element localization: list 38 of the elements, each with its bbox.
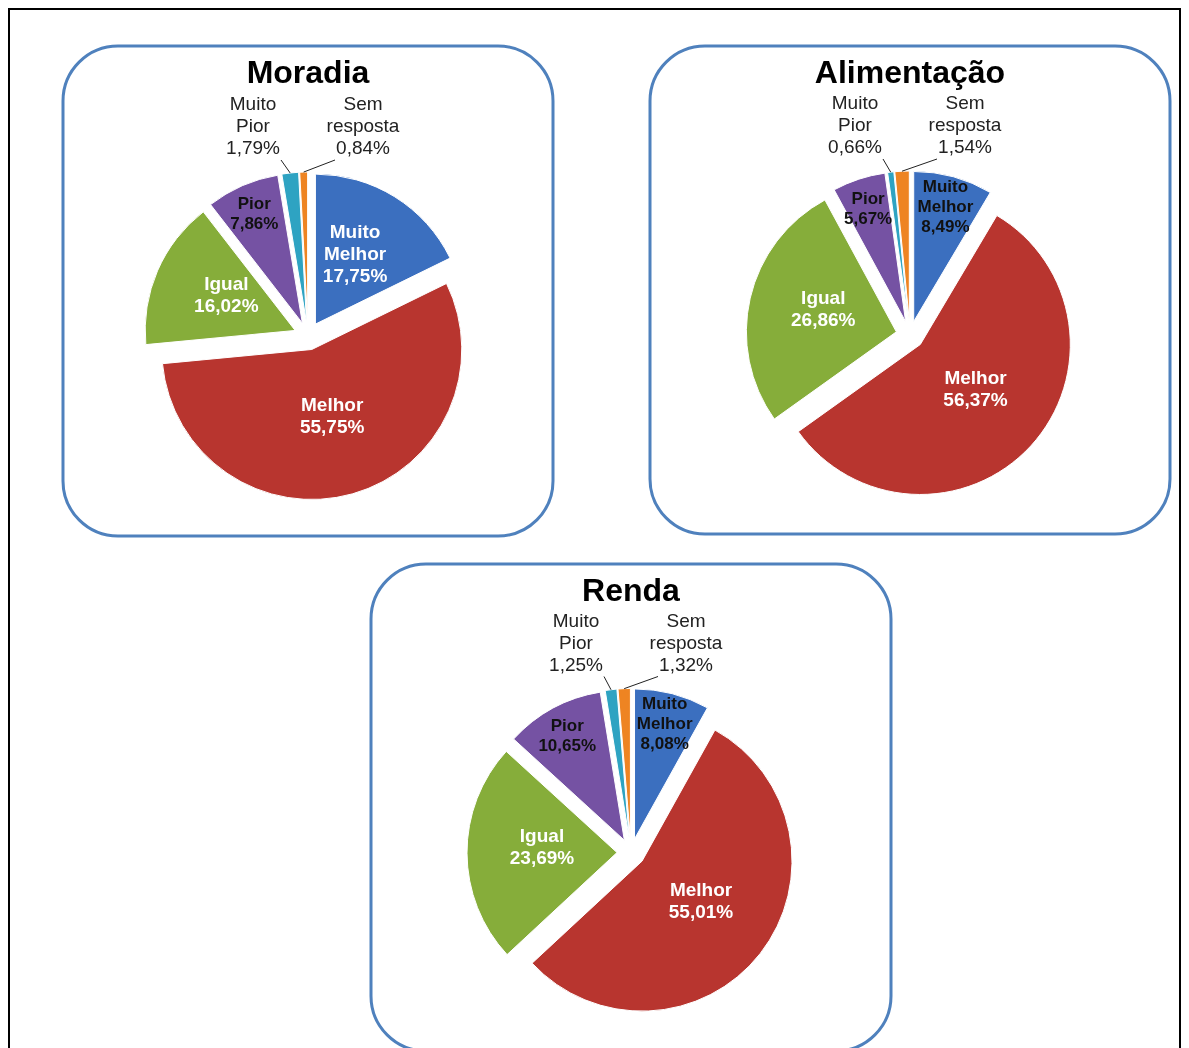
slice-label: Muito Pior — [552, 609, 600, 653]
data-label: 56,37% — [943, 389, 1008, 411]
chart-title: Alimentação — [814, 54, 1006, 90]
data-label: 10,65% — [538, 735, 597, 755]
data-label: 1,25% — [549, 653, 604, 675]
slice-label: Melhor — [944, 367, 1008, 389]
chart-title: Renda — [582, 572, 681, 608]
slice-label: Sem resposta — [649, 609, 723, 653]
slice-label: Sem resposta — [928, 92, 1002, 135]
slice-label: Melhor — [669, 879, 733, 901]
data-label: 55,01% — [668, 901, 734, 923]
slice-label: Igual — [801, 286, 846, 308]
data-label: 26,86% — [791, 308, 856, 330]
slice-label: Pior — [851, 188, 886, 208]
slice-label: Muito Melhor — [917, 176, 974, 216]
chart-title: Moradia — [246, 54, 370, 90]
data-label: 8,49% — [921, 216, 970, 236]
data-label: 17,75% — [322, 265, 388, 287]
data-label: 7,86% — [230, 214, 279, 234]
slice-label: Muito Melhor — [636, 693, 693, 733]
slice-label: Muito Pior — [831, 92, 879, 135]
slice-label: Muito Pior — [229, 93, 277, 136]
data-label: 1,79% — [226, 137, 281, 158]
slice-label: Pior — [237, 194, 272, 214]
data-label: 16,02% — [194, 294, 259, 316]
slice-label: Sem resposta — [326, 93, 400, 136]
slice-label: Igual — [204, 272, 249, 294]
slice-label: Melhor — [301, 393, 364, 415]
slice-label: Pior — [550, 715, 585, 735]
slice-label: Muito Melhor — [323, 221, 387, 265]
data-label: 0,66% — [828, 136, 883, 157]
data-label: 1,32% — [659, 653, 714, 675]
data-label: 23,69% — [509, 846, 575, 868]
data-label: 0,84% — [336, 137, 391, 158]
data-label: 1,54% — [938, 136, 993, 157]
slice-label: Igual — [519, 824, 565, 846]
data-label: 55,75% — [299, 415, 365, 437]
data-label: 8,08% — [640, 733, 689, 753]
